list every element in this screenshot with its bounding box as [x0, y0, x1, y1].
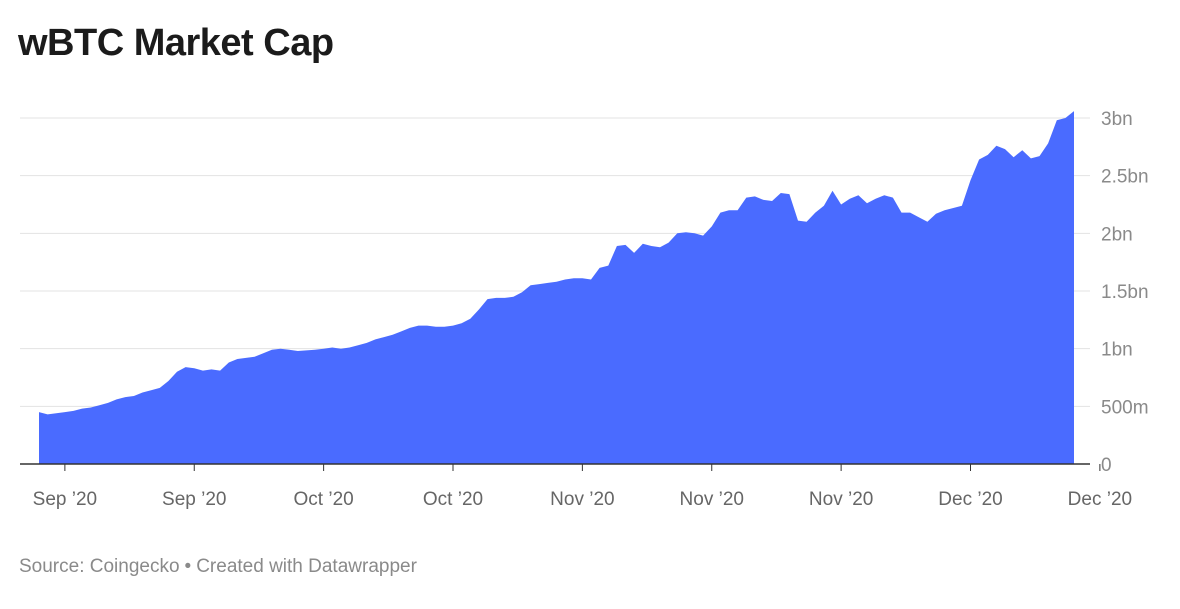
x-tick-label: Sep ’20 — [33, 489, 97, 510]
footer-separator: • — [184, 556, 192, 577]
chart-footer: Source: Coingecko • Created with Datawrapp… — [19, 556, 417, 578]
y-tick-label: 0 — [1101, 455, 1112, 476]
y-tick-label: 3bn — [1101, 109, 1133, 130]
x-tick-label: Oct ’20 — [423, 489, 483, 510]
x-tick-label: Oct ’20 — [294, 489, 354, 510]
x-tick-label: Sep ’20 — [162, 489, 226, 510]
x-tick-label: Nov ’20 — [550, 489, 614, 510]
y-axis-labels: 0 500m 1bn 1.5bn 2bn 2.5bn 3bn — [1101, 109, 1149, 476]
x-tick-label: Dec ’20 — [1068, 489, 1132, 510]
x-axis — [20, 463, 1101, 471]
chart-area: 0 500m 1bn 1.5bn 2bn 2.5bn 3bn Sep ’20 Sep ’20 O… — [20, 109, 1149, 510]
x-tick-label: Nov ’20 — [680, 489, 744, 510]
x-tick-label: Dec ’20 — [938, 489, 1002, 510]
y-tick-label: 500m — [1101, 397, 1149, 418]
x-axis-labels: Sep ’20 Sep ’20 Oct ’20 Oct ’20 Nov ’20 Nov ’… — [33, 489, 1132, 510]
chart-title: wBTC Market Cap — [18, 22, 334, 64]
source-note: Source: Coingecko — [19, 556, 180, 577]
x-tick-label: Nov ’20 — [809, 489, 873, 510]
y-tick-label: 1.5bn — [1101, 282, 1149, 303]
y-tick-label: 2bn — [1101, 224, 1133, 245]
y-tick-label: 1bn — [1101, 340, 1133, 361]
y-tick-label: 2.5bn — [1101, 167, 1149, 188]
credit-note: Created with Datawrapper — [196, 556, 417, 577]
market-cap-area — [39, 111, 1074, 464]
